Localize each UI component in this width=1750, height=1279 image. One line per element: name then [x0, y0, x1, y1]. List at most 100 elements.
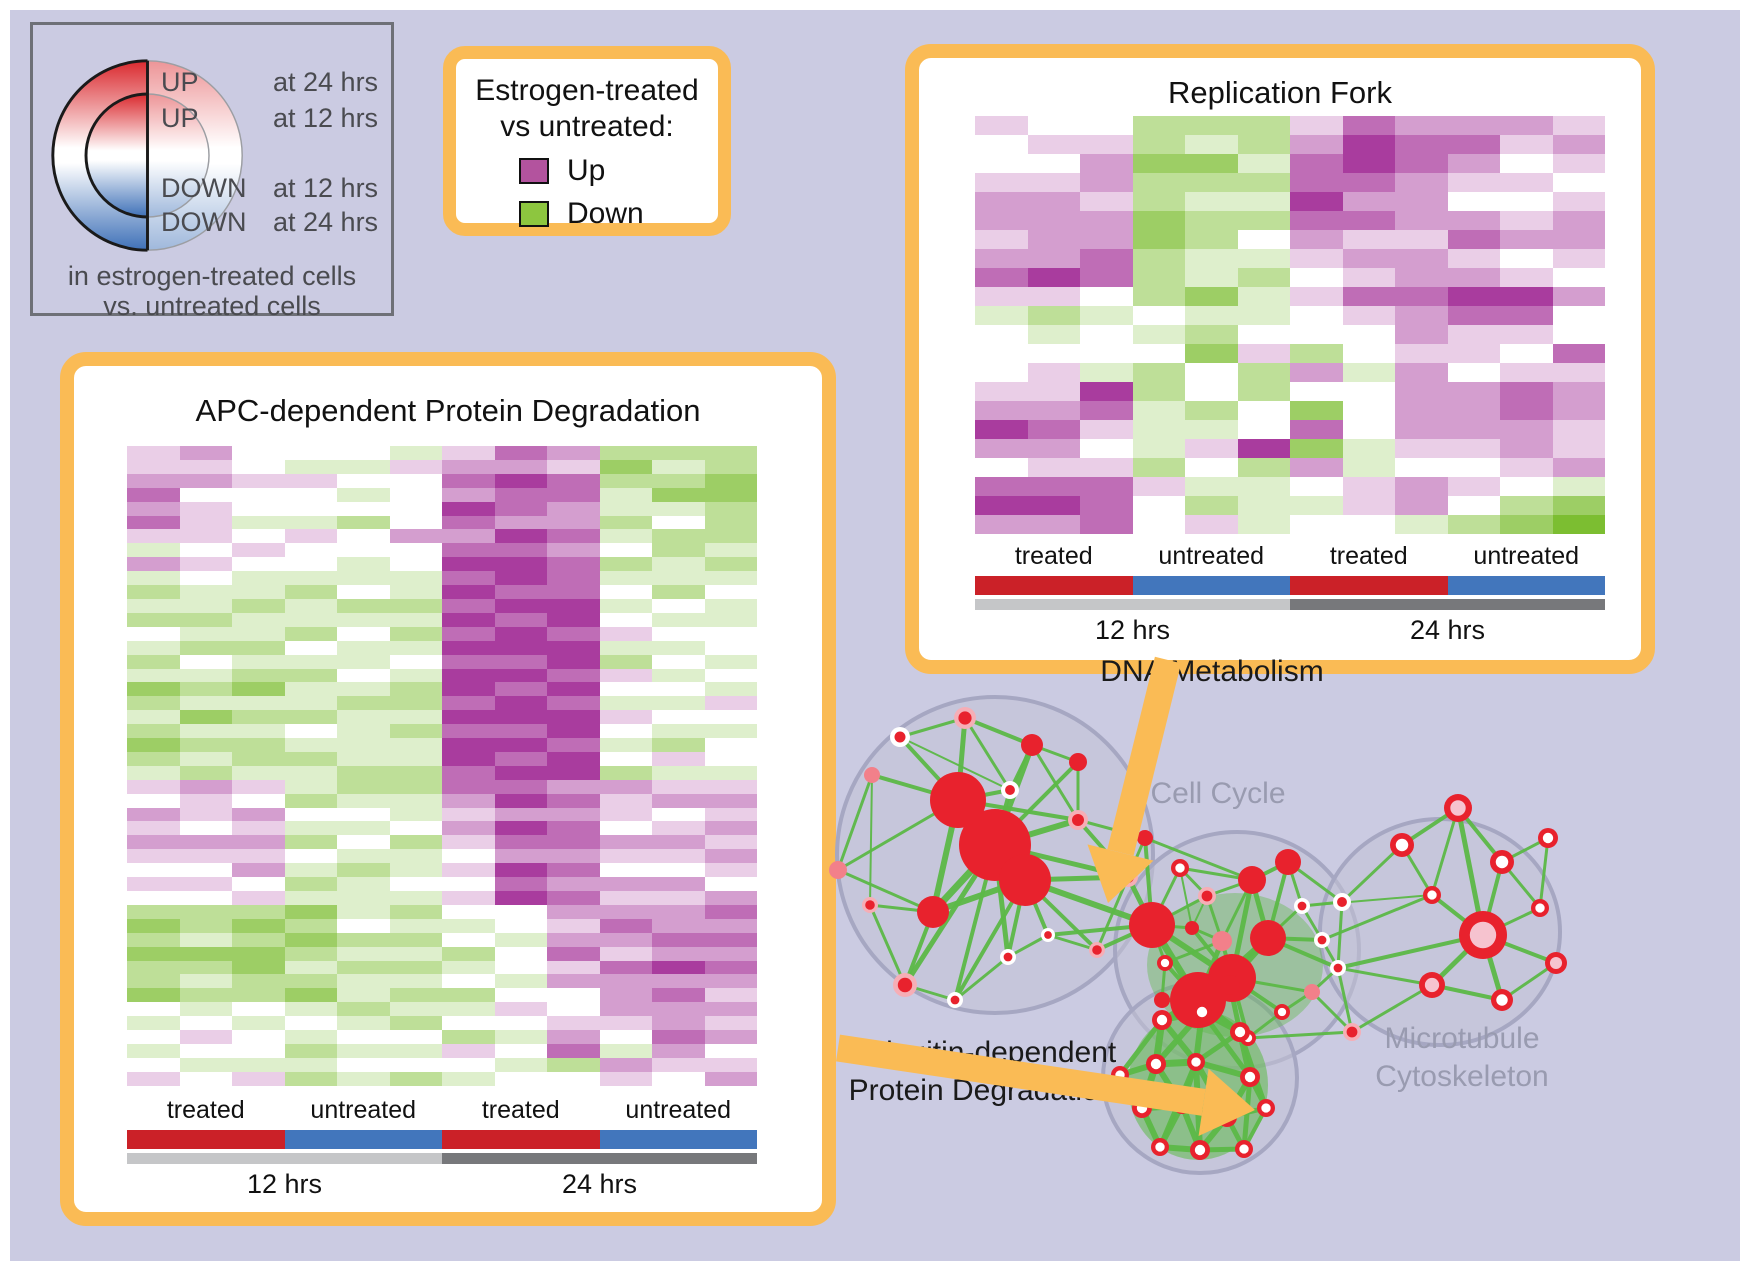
heatmap-cell [284, 988, 337, 1003]
heatmap-cell [1342, 439, 1395, 458]
heatmap-cell [1342, 249, 1395, 268]
heatmap-cell [284, 932, 337, 947]
heatmap-cell [232, 932, 285, 947]
heatmap-cell [284, 585, 337, 599]
heatmap-cell [652, 459, 705, 474]
heatmap-cell [127, 487, 180, 502]
heatmap-cell [232, 891, 285, 905]
heatmap-cell [1552, 515, 1605, 534]
heatmap-cell [975, 439, 1028, 458]
heatmap-cell [1237, 477, 1290, 496]
heatmap-cell [494, 598, 547, 613]
heatmap-cell [1080, 287, 1133, 306]
heatmap-row [127, 640, 757, 655]
heatmap-cell [494, 529, 547, 544]
heatmap-row [127, 988, 757, 1003]
legend-time: at 12 hrs [273, 103, 379, 133]
heatmap-cell [337, 891, 390, 905]
heatmap-cell [704, 668, 757, 683]
heatmap-cell [1447, 306, 1500, 325]
heatmap-cell [179, 960, 232, 975]
heatmap-cell [127, 626, 180, 641]
heatmap-cell [652, 1002, 705, 1017]
heatmap-cell [547, 988, 600, 1003]
heatmap-cell [337, 918, 390, 933]
heatmap-cell [1290, 116, 1343, 135]
heatmap-cell [1342, 515, 1395, 534]
heatmap-cell [547, 1043, 600, 1058]
heatmap-row [127, 543, 757, 558]
heatmap-cell [1342, 135, 1395, 154]
heatmap-cell [704, 571, 757, 586]
heatmap-cell [232, 459, 285, 474]
heatmap-cell [494, 849, 547, 864]
heatmap-cell [1395, 325, 1448, 344]
heatmap-cell [1185, 344, 1238, 363]
heatmap-cell [179, 1071, 232, 1086]
time-label: 12 hrs [1094, 615, 1171, 645]
heatmap-cell [284, 974, 337, 989]
heatmap-cell [1500, 173, 1553, 192]
heatmap-cell [1552, 477, 1605, 496]
heatmap-cell [704, 1030, 757, 1044]
heatmap-cell [1237, 154, 1290, 173]
heatmap-cell [704, 501, 757, 516]
heatmap-cell [337, 459, 390, 474]
heatmap-cell [704, 446, 757, 460]
heatmap-cell [179, 473, 232, 488]
heatmap-cell [494, 571, 547, 586]
heatmap-cell [704, 626, 757, 641]
heatmap-cell [599, 960, 652, 975]
heatmap-cell [284, 946, 337, 961]
heatmap-row [127, 446, 757, 460]
legend-caption-line2: vs. untreated cells [103, 291, 321, 321]
heatmap-cell [1237, 382, 1290, 401]
heatmap-cell [704, 1016, 757, 1031]
heatmap-cell [284, 918, 337, 933]
heatmap-cell [704, 974, 757, 989]
heatmap-cell [284, 765, 337, 780]
heatmap-cell [337, 668, 390, 683]
heatmap-cell [1185, 325, 1238, 344]
heatmap-cell [389, 1016, 442, 1031]
heatmap-cell [179, 765, 232, 780]
heatmap-row [127, 612, 757, 627]
heatmap-cell [1447, 154, 1500, 173]
heatmap-cell [704, 793, 757, 808]
heatmap-cell [127, 446, 180, 460]
heatmap-cell [284, 571, 337, 586]
heatmap-cell [442, 598, 495, 613]
heatmap-cell [547, 682, 600, 697]
heatmap-cell [1342, 192, 1395, 211]
heatmap-cell [975, 230, 1028, 249]
heatmap-cell [179, 710, 232, 725]
heatmap-cell [704, 557, 757, 572]
heatmap-cell [127, 682, 180, 697]
heatmap-cell [337, 515, 390, 530]
heatmap-cell [1185, 249, 1238, 268]
heatmap-cell [284, 598, 337, 613]
time-bar-segment [1290, 599, 1605, 610]
heatmap-cell [337, 446, 390, 460]
heatmap-row [975, 135, 1605, 154]
heatmap-row [127, 918, 757, 933]
heatmap-cell [1447, 344, 1500, 363]
heatmap-cell [599, 640, 652, 655]
heatmap-cell [704, 988, 757, 1003]
heatmap-cell [494, 835, 547, 850]
heatmap-cell [1132, 420, 1185, 439]
heatmap-cell [1290, 420, 1343, 439]
heatmap-cell [389, 571, 442, 586]
heatmap-cell [337, 543, 390, 558]
heatmap-cell [547, 473, 600, 488]
heatmap-cell [494, 557, 547, 572]
heatmap-cell [389, 612, 442, 627]
heatmap-cell [652, 765, 705, 780]
heatmap-cell [975, 515, 1028, 534]
heatmap-cell [1290, 382, 1343, 401]
heatmap-cell [1500, 325, 1553, 344]
heatmap-cell [1080, 344, 1133, 363]
heatmap-row [127, 974, 757, 989]
heatmap-cell [1342, 420, 1395, 439]
heatmap-cell [1290, 135, 1343, 154]
